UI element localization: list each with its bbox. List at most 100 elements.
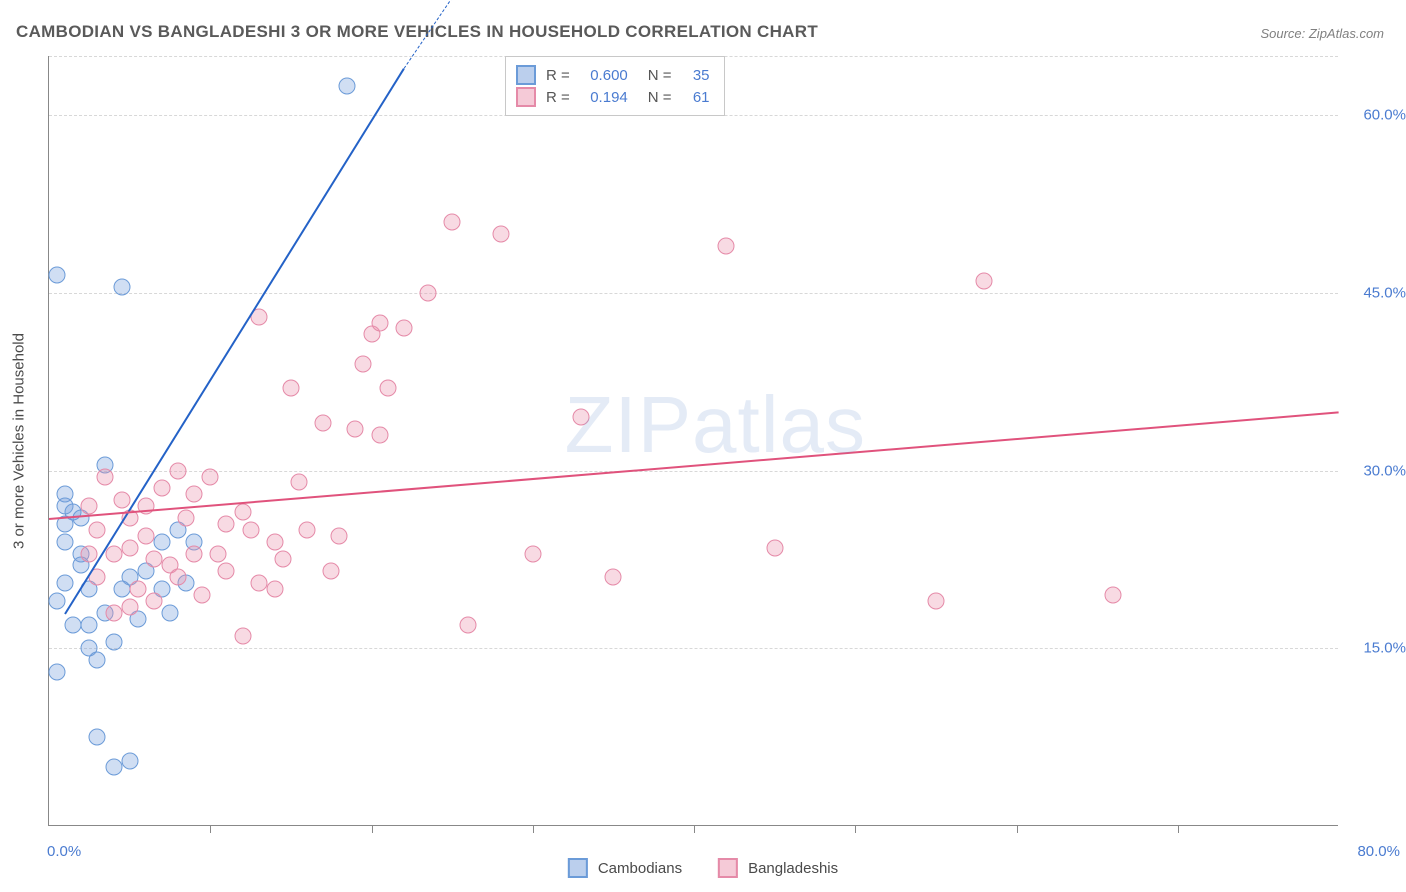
data-point — [49, 592, 66, 609]
watermark: ZIPatlas — [565, 379, 866, 471]
data-point — [355, 356, 372, 373]
plot-area: 3 or more Vehicles in Household 0.0% 80.… — [48, 56, 1338, 826]
data-point — [299, 521, 316, 538]
data-point — [718, 237, 735, 254]
source-text: Source: ZipAtlas.com — [1260, 26, 1384, 41]
x-tick — [694, 825, 695, 833]
n-value: 61 — [682, 89, 710, 106]
data-point — [202, 468, 219, 485]
y-tick-label: 15.0% — [1346, 640, 1406, 657]
data-point — [194, 587, 211, 604]
x-axis-max-label: 80.0% — [1357, 843, 1400, 860]
data-point — [170, 462, 187, 479]
data-point — [371, 427, 388, 444]
data-point — [153, 480, 170, 497]
n-value: 35 — [682, 67, 710, 84]
data-point — [766, 539, 783, 556]
data-point — [137, 527, 154, 544]
data-point — [524, 545, 541, 562]
data-point — [170, 569, 187, 586]
data-point — [266, 533, 283, 550]
legend-label: Cambodians — [598, 860, 682, 877]
x-tick — [210, 825, 211, 833]
swatch-icon — [568, 858, 588, 878]
data-point — [250, 575, 267, 592]
data-point — [49, 267, 66, 284]
r-label: R = — [546, 89, 570, 106]
gridline-h — [49, 293, 1338, 294]
data-point — [347, 421, 364, 438]
gridline-h — [49, 471, 1338, 472]
series-legend: Cambodians Bangladeshis — [568, 858, 838, 878]
data-point — [178, 510, 195, 527]
data-point — [282, 379, 299, 396]
data-point — [460, 616, 477, 633]
data-point — [81, 545, 98, 562]
data-point — [379, 379, 396, 396]
data-point — [186, 545, 203, 562]
r-label: R = — [546, 67, 570, 84]
data-point — [153, 533, 170, 550]
swatch-icon — [516, 65, 536, 85]
data-point — [81, 498, 98, 515]
data-point — [976, 273, 993, 290]
data-point — [218, 515, 235, 532]
x-axis-min-label: 0.0% — [47, 843, 81, 860]
data-point — [242, 521, 259, 538]
n-label: N = — [648, 67, 672, 84]
trendline — [49, 411, 1339, 520]
y-tick-label: 60.0% — [1346, 107, 1406, 124]
data-point — [113, 581, 130, 598]
data-point — [573, 409, 590, 426]
data-point — [129, 581, 146, 598]
data-point — [89, 521, 106, 538]
data-point — [395, 320, 412, 337]
data-point — [161, 604, 178, 621]
data-point — [145, 592, 162, 609]
data-point — [105, 634, 122, 651]
data-point — [186, 486, 203, 503]
data-point — [492, 225, 509, 242]
data-point — [89, 729, 106, 746]
data-point — [121, 752, 138, 769]
legend-label: Bangladeshis — [748, 860, 838, 877]
data-point — [65, 616, 82, 633]
data-point — [113, 279, 130, 296]
y-tick-label: 30.0% — [1346, 462, 1406, 479]
data-point — [57, 575, 74, 592]
data-point — [274, 551, 291, 568]
data-point — [97, 468, 114, 485]
legend-item-bangladeshis: Bangladeshis — [718, 858, 838, 878]
legend-item-cambodians: Cambodians — [568, 858, 682, 878]
data-point — [57, 533, 74, 550]
data-point — [323, 563, 340, 580]
data-point — [49, 664, 66, 681]
data-point — [121, 598, 138, 615]
data-point — [121, 539, 138, 556]
data-point — [234, 504, 251, 521]
data-point — [105, 604, 122, 621]
data-point — [105, 545, 122, 562]
data-point — [210, 545, 227, 562]
r-value: 0.600 — [580, 67, 628, 84]
legend-row-bangladeshis: R = 0.194 N = 61 — [516, 87, 710, 107]
trendline — [64, 68, 404, 614]
data-point — [605, 569, 622, 586]
data-point — [315, 415, 332, 432]
data-point — [419, 284, 436, 301]
correlation-legend: R = 0.600 N = 35 R = 0.194 N = 61 — [505, 56, 725, 116]
data-point — [444, 213, 461, 230]
r-value: 0.194 — [580, 89, 628, 106]
data-point — [371, 314, 388, 331]
x-tick — [1017, 825, 1018, 833]
swatch-icon — [718, 858, 738, 878]
data-point — [113, 492, 130, 509]
n-label: N = — [648, 89, 672, 106]
data-point — [331, 527, 348, 544]
data-point — [145, 551, 162, 568]
data-point — [234, 628, 251, 645]
x-tick — [855, 825, 856, 833]
data-point — [81, 616, 98, 633]
data-point — [89, 652, 106, 669]
data-point — [290, 474, 307, 491]
